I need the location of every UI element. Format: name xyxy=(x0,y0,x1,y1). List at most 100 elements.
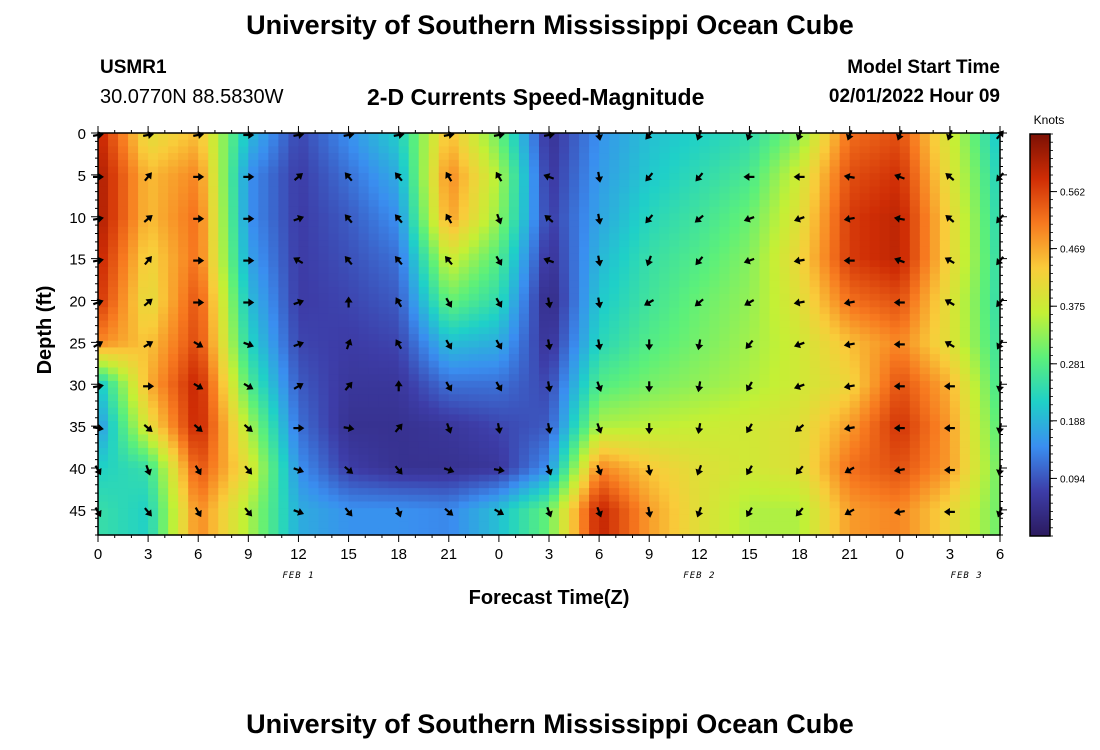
heatmap-cell xyxy=(208,367,219,375)
heatmap-cell xyxy=(218,334,229,342)
heatmap-cell xyxy=(809,166,821,174)
heatmap-cell xyxy=(679,313,690,322)
heatmap-cell xyxy=(218,273,229,281)
heatmap-cell xyxy=(729,447,741,456)
heatmap-cell xyxy=(599,421,610,429)
heatmap-cell xyxy=(428,387,440,395)
heatmap-cell xyxy=(258,320,269,328)
heatmap-cell xyxy=(218,240,229,248)
heatmap-cell xyxy=(208,387,219,395)
heatmap-cell xyxy=(498,213,510,221)
heatmap-cell xyxy=(759,280,771,288)
heatmap-cell xyxy=(649,240,660,248)
heatmap-cell xyxy=(559,307,570,315)
heatmap-cell xyxy=(549,367,560,375)
heatmap-cell xyxy=(458,360,470,369)
heatmap-cell xyxy=(559,394,570,402)
heatmap-cell xyxy=(98,521,109,529)
heatmap-cell xyxy=(388,521,400,529)
heatmap-cell xyxy=(839,253,851,261)
heatmap-cell xyxy=(348,387,360,395)
heatmap-cell xyxy=(488,521,500,529)
heatmap-cell xyxy=(158,293,169,302)
heatmap-cell xyxy=(799,233,811,241)
heatmap-cell xyxy=(739,521,751,529)
heatmap-cell xyxy=(679,494,690,503)
heatmap-cell xyxy=(398,226,410,235)
heatmap-cell xyxy=(629,260,640,268)
heatmap-cell xyxy=(358,514,370,523)
heatmap-cell xyxy=(829,193,841,201)
heatmap-cell xyxy=(208,447,219,456)
heatmap-cell xyxy=(829,246,841,255)
heatmap-cell xyxy=(679,200,690,208)
heatmap-cell xyxy=(498,407,510,415)
heatmap-cell xyxy=(538,226,550,235)
heatmap-cell xyxy=(108,340,119,348)
heatmap-cell xyxy=(689,287,700,295)
heatmap-cell xyxy=(198,374,209,382)
heatmap-cell xyxy=(358,501,370,509)
heatmap-cell xyxy=(108,454,119,462)
heatmap-cell xyxy=(649,186,660,194)
heatmap-cell xyxy=(258,287,269,295)
heatmap-cell xyxy=(799,481,811,489)
heatmap-cell xyxy=(98,253,109,261)
heatmap-cell xyxy=(438,488,450,496)
heatmap-cell xyxy=(589,173,600,181)
heatmap-cell xyxy=(508,226,520,235)
heatmap-cell xyxy=(528,380,540,389)
heatmap-cell xyxy=(859,159,871,168)
heatmap-cell xyxy=(398,267,410,275)
heatmap-cell xyxy=(859,488,871,496)
heatmap-cell xyxy=(478,354,490,362)
heatmap-cell xyxy=(168,501,179,509)
heatmap-cell xyxy=(368,434,380,442)
heatmap-cell xyxy=(739,528,751,536)
heatmap-cell xyxy=(238,153,249,161)
heatmap-cell xyxy=(699,454,710,462)
heatmap-cell xyxy=(889,360,901,369)
heatmap-cell xyxy=(649,360,660,369)
heatmap-cell xyxy=(609,494,620,503)
heatmap-cell xyxy=(348,280,360,288)
heatmap-cell xyxy=(288,528,300,536)
heatmap-cell xyxy=(779,267,791,275)
heatmap-cell xyxy=(909,273,921,281)
heatmap-cell xyxy=(308,280,320,288)
model-start-value: 02/01/2022 Hour 09 xyxy=(828,86,1000,107)
heatmap-cell xyxy=(258,447,269,456)
heatmap-cell xyxy=(348,267,360,275)
heatmap-cell xyxy=(438,233,450,241)
heatmap-cell xyxy=(789,313,801,322)
heatmap-cell xyxy=(248,146,259,154)
heatmap-cell xyxy=(679,514,690,523)
heatmap-cell xyxy=(348,501,360,509)
heatmap-cell xyxy=(348,380,360,389)
heatmap-cell xyxy=(498,434,510,442)
heatmap-cell xyxy=(458,528,470,536)
heatmap-cell xyxy=(719,528,730,536)
heatmap-cell xyxy=(799,334,811,342)
heatmap-cell xyxy=(729,421,741,429)
heatmap-cell xyxy=(98,441,109,449)
heatmap-cell xyxy=(579,468,590,476)
heatmap-cell xyxy=(839,246,851,255)
heatmap-cell xyxy=(789,213,801,221)
heatmap-cell xyxy=(198,454,209,462)
heatmap-cell xyxy=(759,434,771,442)
heatmap-cell xyxy=(919,347,931,355)
heatmap-cell xyxy=(919,394,931,402)
heatmap-cell xyxy=(679,139,690,147)
heatmap-cell xyxy=(849,347,861,355)
heatmap-cell xyxy=(248,481,259,489)
heatmap-cell xyxy=(639,267,650,275)
heatmap-cell xyxy=(258,488,269,496)
heatmap-cell xyxy=(268,206,279,214)
heatmap-cell xyxy=(338,260,350,268)
heatmap-cell xyxy=(448,300,460,308)
heatmap-cell xyxy=(759,240,771,248)
heatmap-cell xyxy=(468,179,480,188)
heatmap-cell xyxy=(298,179,310,188)
heatmap-cell xyxy=(388,327,400,335)
